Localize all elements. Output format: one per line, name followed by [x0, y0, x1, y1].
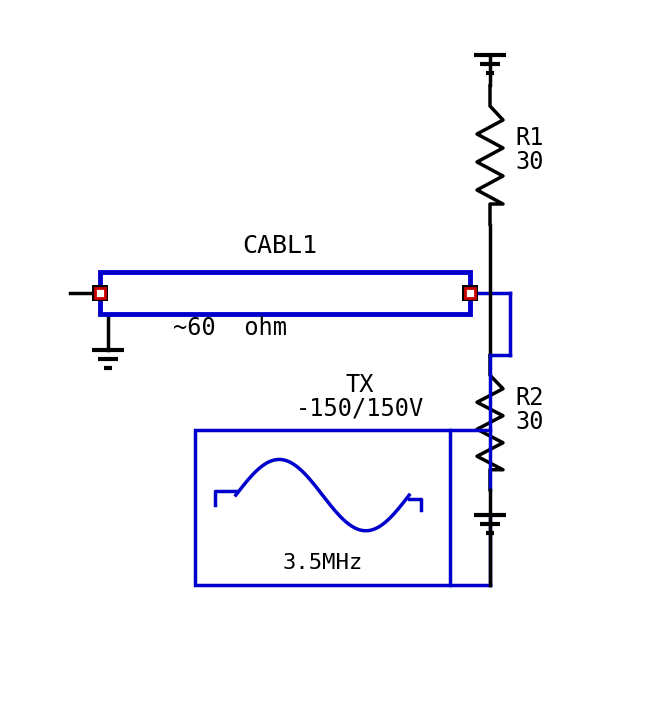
Bar — [92, 285, 108, 301]
Text: -150/150V: -150/150V — [296, 396, 424, 420]
Text: TX: TX — [346, 373, 374, 397]
Bar — [462, 285, 478, 301]
Text: ~60  ohm: ~60 ohm — [173, 316, 287, 340]
Text: CABL1: CABL1 — [242, 234, 318, 258]
Text: 30: 30 — [515, 150, 544, 174]
Text: R2: R2 — [515, 386, 544, 410]
Text: 30: 30 — [515, 410, 544, 434]
Bar — [465, 288, 475, 298]
Text: R1: R1 — [515, 126, 544, 150]
Bar — [100, 272, 470, 314]
Bar — [195, 430, 450, 585]
Bar — [95, 288, 105, 298]
Text: 3.5MHz: 3.5MHz — [282, 553, 363, 573]
